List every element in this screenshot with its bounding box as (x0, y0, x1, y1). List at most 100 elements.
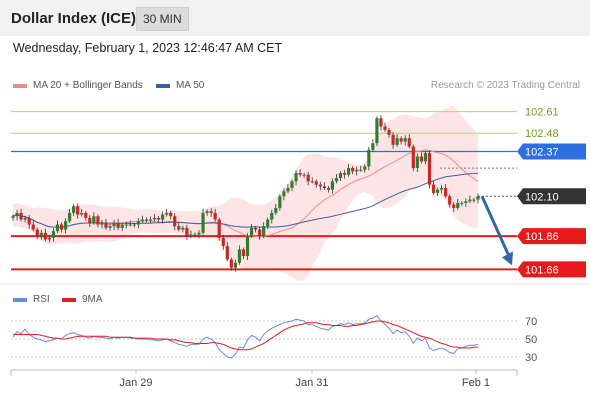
support-label: 101.66 (525, 264, 559, 276)
candle-body (371, 143, 375, 150)
candle-body (326, 188, 330, 190)
candle-body (55, 224, 60, 232)
candle-body (68, 212, 72, 222)
rsi-tick-label: 30 (525, 352, 537, 364)
resistance-label: 102.61 (525, 107, 559, 119)
candle-body (19, 212, 23, 220)
candle-body (213, 212, 217, 220)
bollinger-band-area (13, 106, 478, 282)
candle-body (132, 224, 136, 226)
candle-body (383, 126, 387, 130)
candle-body (197, 232, 201, 235)
candle-body (314, 181, 318, 185)
candle-body (43, 232, 47, 240)
candle-body (165, 212, 169, 215)
candle-body (310, 181, 314, 183)
legend-rsi: RSI (13, 294, 50, 305)
candle-body (456, 202, 460, 208)
forecast-arrow-shaft (480, 195, 512, 259)
rsi-line (12, 314, 479, 359)
candle-body (104, 222, 108, 228)
candle-body (375, 118, 379, 144)
candle-body (241, 249, 246, 257)
candle-body (286, 188, 290, 192)
candle-body (363, 166, 367, 170)
candle-body (120, 224, 124, 228)
candle-body (322, 186, 326, 188)
x-tick-label: Jan 29 (119, 377, 152, 389)
header-bar: Dollar Index (ICE) 30 MIN (0, 0, 590, 36)
candle-body (51, 231, 56, 238)
candle-body (464, 201, 468, 203)
candle-body (11, 216, 15, 218)
candle-body (237, 249, 242, 263)
legend-ma50: MA 50 (156, 80, 204, 91)
candle-body (270, 212, 274, 220)
rsi-swatch (13, 297, 27, 302)
candle-body (156, 217, 161, 220)
candle-body (452, 204, 456, 208)
candle-body (233, 262, 237, 268)
candle-body (355, 169, 359, 172)
candle-body (419, 156, 423, 162)
candle-body (472, 199, 476, 201)
candle-body (407, 138, 411, 147)
candle-body (23, 217, 27, 220)
candle-body (330, 181, 335, 190)
support-label: 101.86 (525, 231, 559, 243)
candle-body (468, 199, 472, 202)
rsi-panel: 70 50 30 (11, 314, 537, 364)
candle-body (387, 129, 391, 135)
candle-body (395, 138, 399, 145)
candle-body (444, 188, 448, 197)
candle-body (92, 216, 96, 223)
candle-body (274, 207, 278, 213)
pivot-label: 102.37 (525, 146, 559, 158)
candle-body (128, 224, 132, 226)
rsi-tick-label: 50 (525, 334, 537, 346)
candle-body (282, 191, 286, 197)
candle-body (427, 153, 432, 185)
candle-body (47, 237, 51, 240)
candle-body (306, 174, 310, 182)
candle-body (476, 196, 480, 200)
current-price-tag (517, 188, 586, 205)
candle-body (144, 219, 149, 221)
forecast-arrow (480, 195, 513, 266)
candle-body (338, 173, 343, 179)
candle-body (342, 173, 347, 175)
candle-body (124, 224, 128, 226)
candle-body (302, 174, 306, 176)
timeframe-button[interactable]: 30 MIN (136, 7, 189, 31)
candle-body (415, 156, 419, 169)
candle-body (193, 234, 197, 236)
support-tag (517, 228, 586, 245)
candle-body (116, 222, 120, 228)
candle-body (278, 196, 282, 208)
price-levels: 102.61 102.48 102.37 102.10 101.86 101.66 (11, 107, 586, 278)
datetime-label: Wednesday, February 1, 2023 12:46:47 AM … (13, 41, 283, 55)
legend-ma20: MA 20 + Bollinger Bands (13, 80, 143, 91)
candle-body (177, 226, 181, 230)
candle-body (399, 138, 403, 142)
candle-body (254, 227, 258, 230)
candle-body (140, 219, 144, 222)
candle-body (391, 134, 395, 145)
candle-body (367, 149, 371, 167)
resistance-label: 102.48 (525, 128, 559, 140)
candle-body (84, 212, 88, 218)
candle-body (209, 211, 213, 213)
candle-body (185, 227, 189, 237)
candle-body (63, 221, 68, 230)
candle-body (225, 246, 229, 260)
candle-body (136, 221, 140, 225)
candle-body (72, 206, 76, 213)
candle-body (15, 212, 19, 217)
candle-body (435, 189, 440, 193)
candle-body (379, 118, 383, 127)
candle-body (181, 227, 185, 230)
candle-body (245, 236, 250, 257)
candle-body (403, 138, 407, 142)
candle-body (80, 212, 84, 215)
